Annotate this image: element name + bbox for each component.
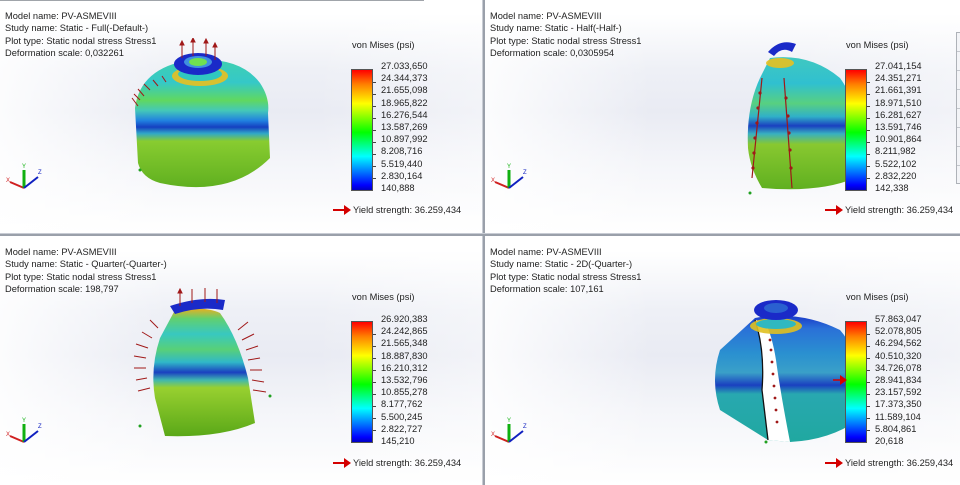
study-info-block: Model name: PV-ASMEVIII Study name: Stat… (490, 10, 641, 59)
plot-type: Plot type: Static nodal stress Stress1 (490, 271, 642, 282)
yield-strength-indicator: Yield strength: 36.259,434 (825, 458, 953, 468)
study-info-block: Model name: PV-ASMEVIII Study name: Stat… (5, 10, 156, 59)
deformation-scale: Deformation scale: 0,0305954 (490, 47, 615, 58)
deformation-scale: Deformation scale: 107,161 (490, 283, 604, 294)
model-name: Model name: PV-ASMEVIII (490, 247, 602, 257)
plot-type: Plot type: Static nodal stress Stress1 (5, 35, 157, 46)
plot-type: Plot type: Static nodal stress Stress1 (5, 271, 157, 282)
yield-strength-indicator: Yield strength: 36.259,434 (825, 205, 953, 215)
yield-arrow-icon (333, 205, 351, 215)
svg-text:Y: Y (22, 164, 26, 170)
legend-title: von Mises (psi) (846, 40, 909, 50)
model-name: Model name: PV-ASMEVIII (5, 247, 117, 257)
axis-triad-icon: X Y Z (6, 418, 42, 443)
study-info-block: Model name: PV-ASMEVIII Study name: Stat… (490, 246, 641, 295)
svg-text:Z: Z (523, 170, 527, 176)
viewport-full-study[interactable]: Model name: PV-ASMEVIII Study name: Stat… (0, 0, 482, 233)
svg-text:X: X (6, 178, 10, 184)
axis-triad-icon: X Y Z (491, 418, 527, 443)
svg-text:X: X (491, 178, 495, 184)
svg-text:Z: Z (38, 424, 42, 430)
horizontal-splitter[interactable] (0, 233, 960, 236)
axis-triad-icon: X Y Z (6, 164, 42, 189)
study-name: Study name: Static - 2D(-Quarter-) (490, 259, 633, 270)
pressure-vessel-quarter-model[interactable] (120, 288, 290, 448)
svg-text:Y: Y (507, 164, 511, 170)
stress-colorbar (845, 69, 870, 191)
study-name: Study name: Static - Half(-Half-) (490, 23, 622, 34)
yield-strength-indicator: Yield strength: 36.259,434 (333, 458, 461, 468)
stress-colorbar (351, 321, 376, 443)
study-info-block: Model name: PV-ASMEVIII Study name: Stat… (5, 246, 167, 295)
svg-text:Z: Z (523, 424, 527, 430)
deformation-scale: Deformation scale: 0,032261 (5, 47, 124, 58)
stress-colorbar (351, 69, 376, 191)
viewport-half-study[interactable]: Model name: PV-ASMEVIII Study name: Stat… (485, 0, 960, 233)
svg-text:Y: Y (22, 418, 26, 424)
toolbar-edge (0, 0, 424, 1)
pressure-vessel-2d-model[interactable] (710, 290, 860, 450)
yield-arrow-icon (825, 205, 843, 215)
model-name: Model name: PV-ASMEVIII (490, 11, 602, 21)
legend-title: von Mises (psi) (846, 292, 909, 302)
pressure-vessel-full-model[interactable] (120, 38, 290, 198)
viewport-quarter-study[interactable]: Model name: PV-ASMEVIII Study name: Stat… (0, 236, 482, 485)
viewport-2d-study[interactable]: Model name: PV-ASMEVIII Study name: Stat… (485, 236, 960, 485)
legend-title: von Mises (psi) (352, 292, 415, 302)
svg-text:Z: Z (38, 170, 42, 176)
deformation-scale: Deformation scale: 198,797 (5, 283, 119, 294)
yield-arrow-icon (825, 458, 843, 468)
svg-text:Y: Y (507, 418, 511, 424)
yield-level-marker-icon (833, 375, 847, 385)
vertical-splitter[interactable] (482, 0, 485, 485)
stress-colorbar (845, 321, 870, 443)
model-name: Model name: PV-ASMEVIII (5, 11, 117, 21)
svg-text:X: X (6, 432, 10, 438)
pressure-vessel-half-model[interactable] (740, 38, 860, 198)
yield-strength-indicator: Yield strength: 36.259,434 (333, 205, 461, 215)
study-name: Study name: Static - Quarter(-Quarter-) (5, 259, 167, 270)
axis-triad-icon: X Y Z (491, 164, 527, 189)
yield-arrow-icon (333, 458, 351, 468)
svg-text:X: X (491, 432, 495, 438)
side-panel-collapsed[interactable] (956, 32, 960, 184)
legend-title: von Mises (psi) (352, 40, 415, 50)
plot-type: Plot type: Static nodal stress Stress1 (490, 35, 642, 46)
study-name: Study name: Static - Full(-Default-) (5, 23, 149, 34)
